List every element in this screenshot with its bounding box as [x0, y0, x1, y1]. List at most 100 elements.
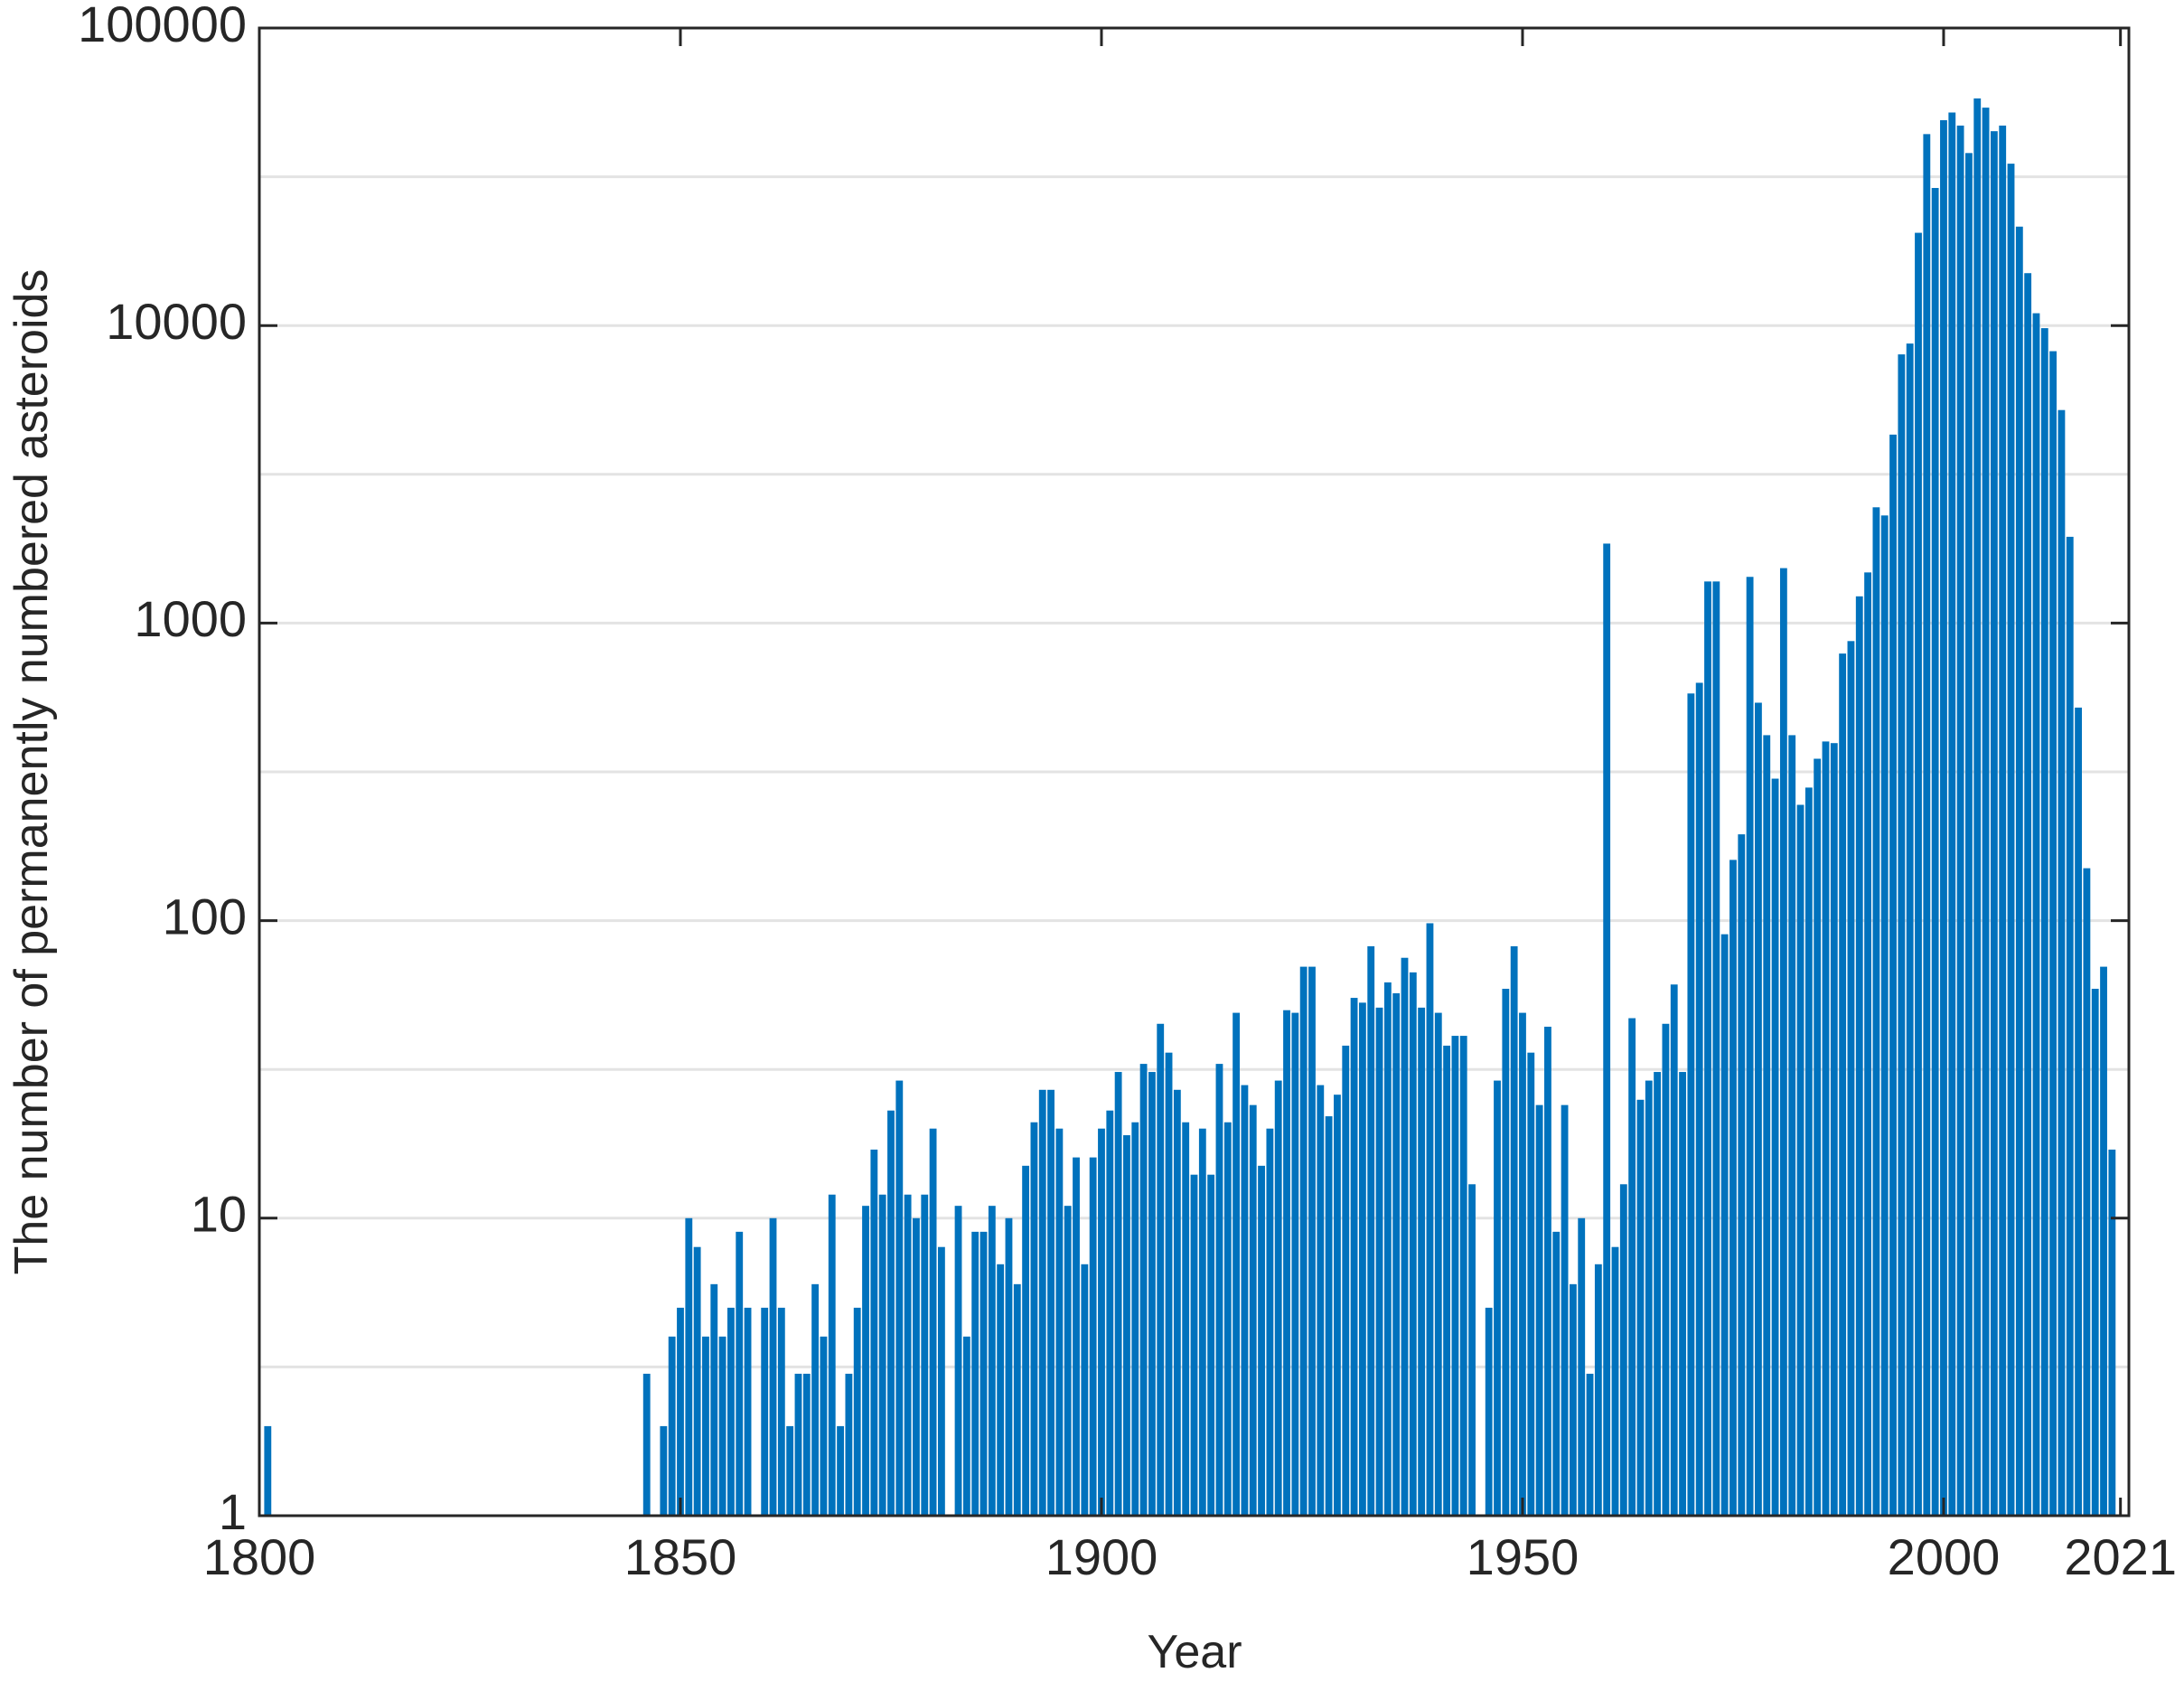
bar [1131, 1122, 1139, 1516]
bar [1038, 1089, 1046, 1516]
bar [1763, 735, 1771, 1516]
bar [1342, 1045, 1350, 1516]
bar [1695, 682, 1703, 1516]
bar [878, 1194, 886, 1516]
bar [1738, 834, 1746, 1516]
bar [744, 1307, 752, 1516]
bar [2075, 707, 2082, 1516]
bar [1510, 945, 1518, 1516]
bar [1241, 1085, 1249, 1516]
bar [1544, 1026, 1551, 1516]
bar [853, 1307, 861, 1516]
bar [887, 1110, 895, 1516]
bar [1704, 581, 1711, 1516]
y-tick-label: 100000 [78, 0, 247, 52]
bar [1325, 1116, 1333, 1516]
bar [1990, 131, 1998, 1516]
bar [1670, 984, 1678, 1516]
bar [1418, 1007, 1426, 1516]
bar [1603, 543, 1611, 1517]
y-tick-label: 1000 [134, 590, 247, 647]
x-tick-label: 1950 [1467, 1528, 1579, 1585]
bar [1392, 992, 1401, 1516]
bar [811, 1283, 820, 1516]
bar [1047, 1089, 1055, 1516]
bar [1956, 125, 1964, 1516]
bar [1746, 577, 1754, 1516]
x-axis-title: Year [1147, 1626, 1242, 1677]
bar [693, 1246, 701, 1516]
bar [1207, 1174, 1215, 1516]
bar [1005, 1217, 1013, 1516]
bar [1804, 787, 1813, 1516]
bar [1755, 702, 1762, 1516]
bar [1898, 354, 1906, 1516]
bar [1401, 957, 1409, 1516]
bar [921, 1194, 929, 1516]
bar [2040, 328, 2048, 1516]
y-tick-label: 1 [219, 1483, 247, 1540]
bar [2066, 536, 2074, 1516]
bar [668, 1336, 676, 1516]
bar [685, 1217, 693, 1516]
bar [2032, 313, 2040, 1517]
bar [1350, 998, 1358, 1516]
bar [1636, 1099, 1645, 1516]
bar [1233, 1012, 1241, 1516]
bar [1215, 1064, 1223, 1516]
bar [1148, 1072, 1156, 1516]
bar [1030, 1122, 1038, 1516]
bar [845, 1373, 853, 1516]
bar [1965, 153, 1973, 1517]
bar [761, 1307, 769, 1516]
bar [837, 1425, 844, 1516]
bar [1923, 134, 1931, 1517]
bar [1274, 1080, 1282, 1516]
bar [1654, 1072, 1662, 1516]
bar [954, 1206, 962, 1516]
bar [1123, 1135, 1130, 1516]
bar [913, 1217, 920, 1516]
bar [1494, 1080, 1501, 1516]
bar [1552, 1231, 1561, 1516]
bar [1880, 515, 1889, 1516]
bar [1889, 434, 1897, 1516]
bar [1249, 1104, 1257, 1516]
bar [1662, 1023, 1670, 1516]
bar [1720, 934, 1729, 1516]
bar [1426, 923, 1434, 1516]
bar [1434, 1012, 1442, 1516]
bar [1712, 581, 1720, 1516]
bar [1468, 1184, 1476, 1516]
bar [988, 1206, 996, 1516]
bar [2015, 226, 2023, 1517]
bar [1561, 1104, 1569, 1516]
x-tick-label: 1800 [203, 1528, 316, 1585]
bar [1375, 1007, 1383, 1516]
bar [1089, 1157, 1097, 1516]
bar [1822, 741, 1830, 1516]
bar [736, 1231, 744, 1516]
bar [1013, 1283, 1021, 1516]
bar [1948, 112, 1956, 1516]
bar [870, 1149, 878, 1516]
bar [904, 1194, 912, 1516]
bar [1814, 758, 1822, 1516]
bar [1409, 972, 1417, 1516]
bar [2049, 351, 2057, 1516]
bar [1266, 1128, 1274, 1516]
bar [1223, 1122, 1232, 1516]
y-tick-label: 10000 [106, 293, 247, 350]
bar [1906, 343, 1914, 1517]
y-tick-label: 100 [163, 888, 247, 944]
bar [2108, 1149, 2116, 1516]
bar [786, 1425, 794, 1516]
bar [1358, 1002, 1366, 1516]
bar [1687, 693, 1695, 1516]
bar [1915, 232, 1922, 1517]
bar [1283, 1010, 1290, 1516]
bar [264, 1425, 272, 1516]
bar [1308, 966, 1316, 1516]
bar [1073, 1157, 1080, 1516]
x-tick-label: 1850 [624, 1528, 737, 1585]
